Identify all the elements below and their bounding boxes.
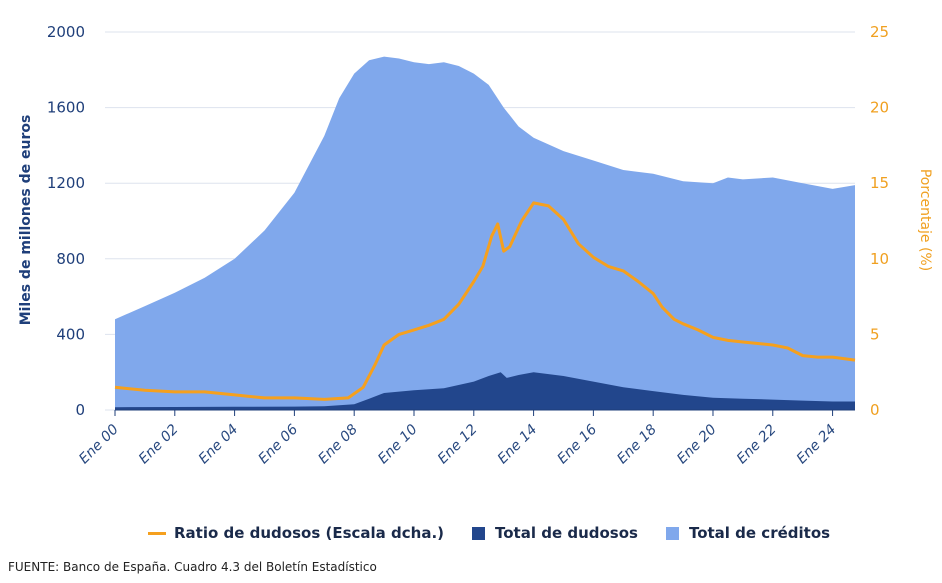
legend-label: Total de créditos	[688, 524, 831, 542]
x-axis: Ene 00 Ene 02 Ene 04 Ene 06 Ene 08 Ene 10 Ene …	[76, 409, 855, 468]
y-tick-label-right: 10	[870, 250, 889, 268]
x-tick-label: Ene 24	[794, 422, 840, 468]
x-tick-label: Ene 08	[315, 421, 361, 467]
y-tick-label-left: 0	[75, 401, 85, 419]
legend: Ratio de dudosos (Escala dcha.) Total de …	[148, 524, 858, 542]
x-tick-label: Ene 14	[495, 422, 541, 468]
y-tick-label-right: 5	[870, 325, 880, 343]
legend-swatch	[472, 526, 485, 540]
source-note: FUENTE: Banco de España. Cuadro 4.3 del …	[8, 560, 377, 574]
y-tick-label-right: 0	[870, 401, 880, 419]
y-axis-title-left: Miles de millones de euros	[18, 115, 34, 326]
legend-label: Ratio de dudosos (Escala dcha.)	[174, 524, 444, 542]
y-tick-label-right: 15	[870, 174, 889, 192]
y-tick-label-right: 20	[870, 99, 889, 117]
x-tick-label: Ene 12	[435, 421, 481, 467]
x-tick-label: Ene 20	[674, 421, 720, 467]
y-axis-left: 0 400 800 1200 1600 2000	[47, 23, 85, 419]
area-total-dudosos	[115, 372, 855, 410]
x-tick-label: Ene 18	[614, 421, 660, 467]
legend-item: Ratio de dudosos (Escala dcha.)	[148, 524, 444, 542]
line-ratio-dudosos	[114, 201, 856, 401]
x-tick-label: Ene 00	[76, 421, 122, 467]
x-tick-label: Ene 10	[375, 421, 421, 467]
y-tick-label-left: 2000	[47, 23, 85, 41]
plot-area	[114, 56, 856, 410]
y-axis-right: 0 5 10 15 20 25	[870, 23, 889, 419]
y-tick-label-left: 1200	[47, 174, 85, 192]
x-tick-label: Ene 02	[136, 421, 182, 467]
legend-item: Total de créditos	[665, 524, 831, 542]
x-tick-label: Ene 04	[196, 422, 242, 468]
x-tick-label: Ene 16	[555, 421, 601, 467]
y-tick-label-left: 400	[56, 325, 85, 343]
x-tick-label: Ene 22	[734, 421, 780, 467]
legend-label: Total de dudosos	[495, 524, 638, 542]
legend-swatch	[148, 531, 166, 535]
y-axis-title-right: Porcentaje (%)	[917, 169, 933, 271]
y-tick-label-left: 1600	[47, 99, 85, 117]
y-tick-label-left: 800	[56, 250, 85, 268]
area-total-creditos	[115, 56, 855, 410]
legend-swatch	[665, 526, 679, 540]
y-tick-label-right: 25	[870, 23, 889, 41]
legend-item: Total de dudosos	[472, 524, 638, 542]
x-tick-label: Ene 06	[256, 421, 302, 467]
